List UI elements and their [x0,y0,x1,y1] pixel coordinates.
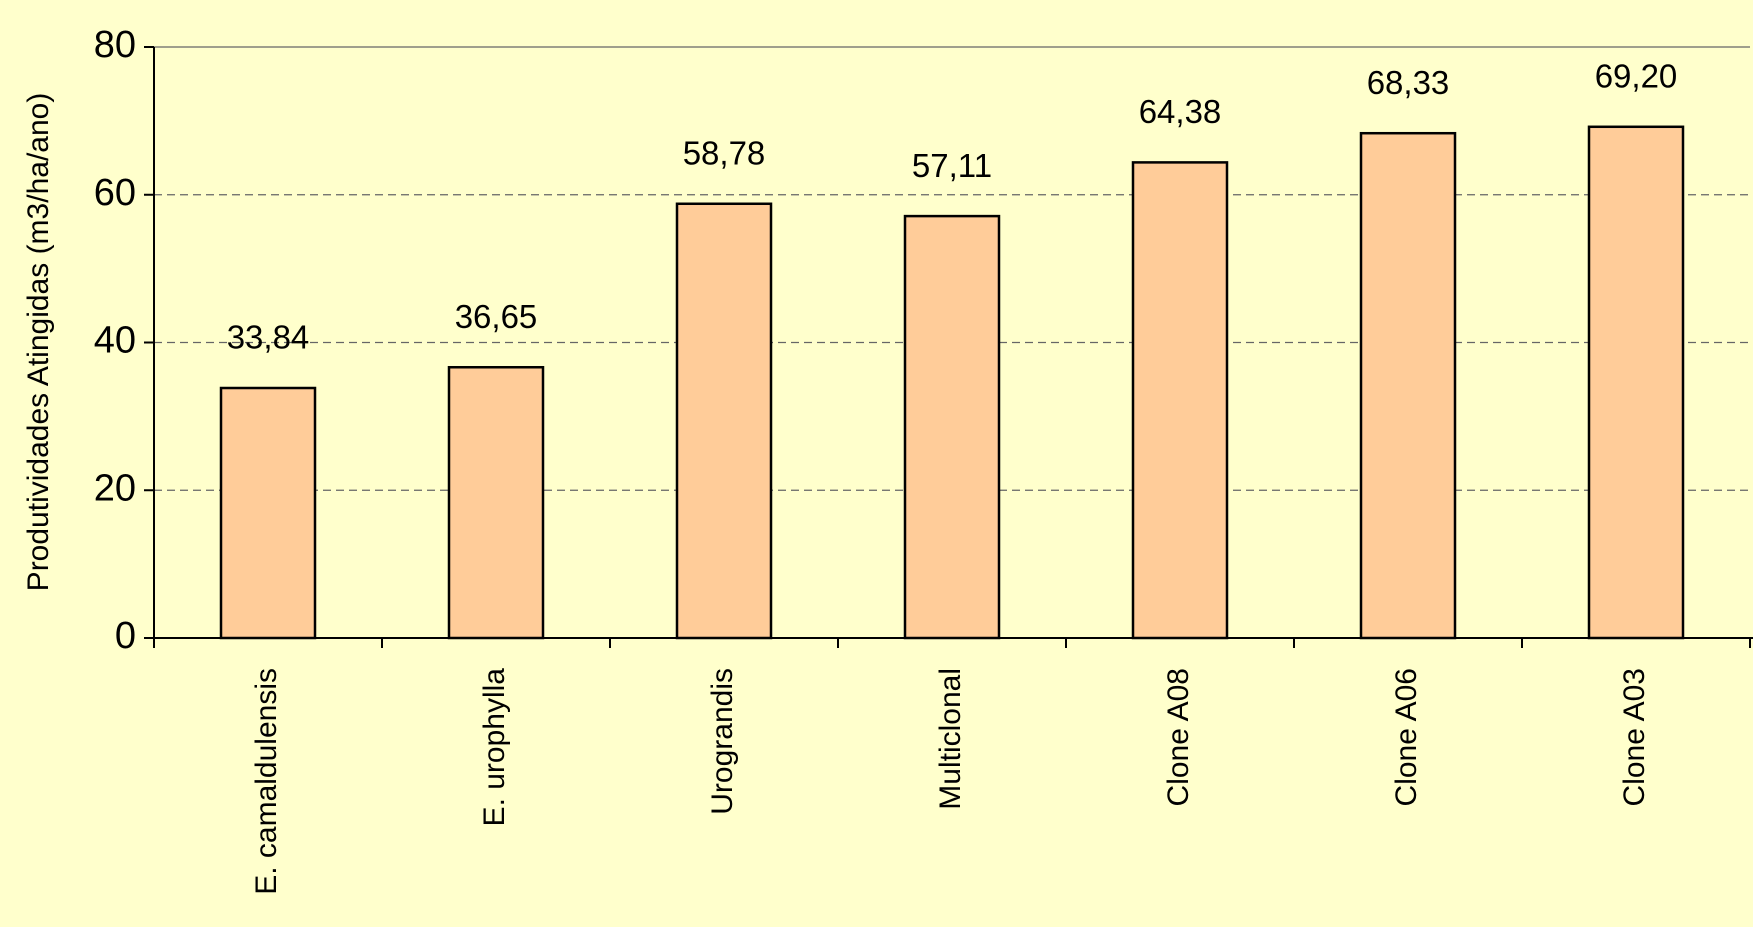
y-tick-label: 80 [94,24,136,66]
data-label: 64,38 [1139,93,1222,130]
x-tick-label: Multiclonal [934,668,967,810]
bar [447,365,545,640]
bar [219,386,317,640]
data-label: 58,78 [683,134,766,171]
x-tick-label: Clone A03 [1618,668,1651,806]
bar [675,202,773,640]
data-label: 57,11 [912,147,992,184]
x-tick-label: E. urophylla [478,668,511,827]
x-tick-label: Clone A08 [1162,668,1195,806]
bar [1587,125,1685,640]
data-label: 69,20 [1595,58,1678,95]
bar [1131,161,1229,640]
y-tick-label: 20 [94,467,136,509]
y-axis-label: Produtividades Atingidas (m3/ha/ano) [22,93,55,592]
y-tick-label: 60 [94,172,136,214]
y-tick-label: 40 [94,320,136,362]
bar [1359,131,1457,640]
bar [903,214,1001,640]
x-tick-label: Clone A06 [1390,668,1423,806]
x-tick-label: E. camaldulensis [250,668,283,895]
data-label: 36,65 [455,298,538,335]
x-tick-label: Urograndis [706,668,739,815]
y-tick-label: 0 [115,615,136,657]
data-label: 68,33 [1367,64,1450,101]
data-label: 33,84 [227,319,310,356]
